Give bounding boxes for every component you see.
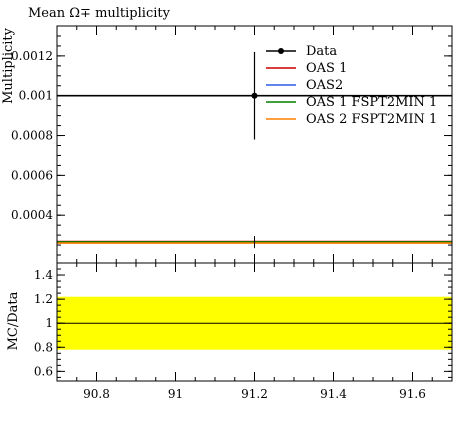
ratio-y-tick-label: 1 [45,316,53,330]
main-y-tick-label: 0.0004 [11,208,53,222]
ratio-ylabel: MC/Data [6,291,21,350]
x-tick-label: 91.6 [399,387,426,401]
legend-label: OAS 2 FSPT2MIN 1 [306,112,437,127]
main-y-tick-label: 0.0012 [11,49,53,63]
ratio-y-tick-label: 0.8 [34,340,53,354]
legend-label: OAS 1 [306,61,347,76]
ratio-y-tick-label: 0.6 [34,364,53,378]
ratio-y-tick-label: 1.4 [34,268,53,282]
x-tick-label: 91.4 [320,387,347,401]
ratio-frame [56,262,453,382]
x-tick-label: 90.8 [83,387,110,401]
legend: Data OAS 1 OAS2 OAS 1 FSPT2MIN 1 OAS 2 FSPT2… [266,44,437,127]
main-y-tick-label: 0.0008 [11,129,53,143]
x-tick-label: 91.2 [241,387,268,401]
ratio-y-tick-label: 1.2 [34,292,53,306]
main-y-tick-label: 0.0006 [11,168,53,182]
main-y-tick-label: 0.001 [19,89,53,103]
legend-marker [278,48,284,54]
chart-title: Mean Ω∓ multiplicity [28,6,171,21]
data-point [251,92,258,99]
legend-label: OAS2 [306,78,343,93]
x-tick-label: 91 [168,387,183,401]
ratio-plot-area: 0.6 0.8 1 1.2 1.4 90.8 91 91.2 91.4 91.6 [34,262,453,401]
main-plot-area: 0.0004 0.0006 0.0008 0.001 0.0012 [11,25,453,264]
legend-label: OAS 1 FSPT2MIN 1 [306,95,437,110]
main-ylabel: Multiplicity [1,27,16,104]
legend-label: Data [306,44,337,59]
